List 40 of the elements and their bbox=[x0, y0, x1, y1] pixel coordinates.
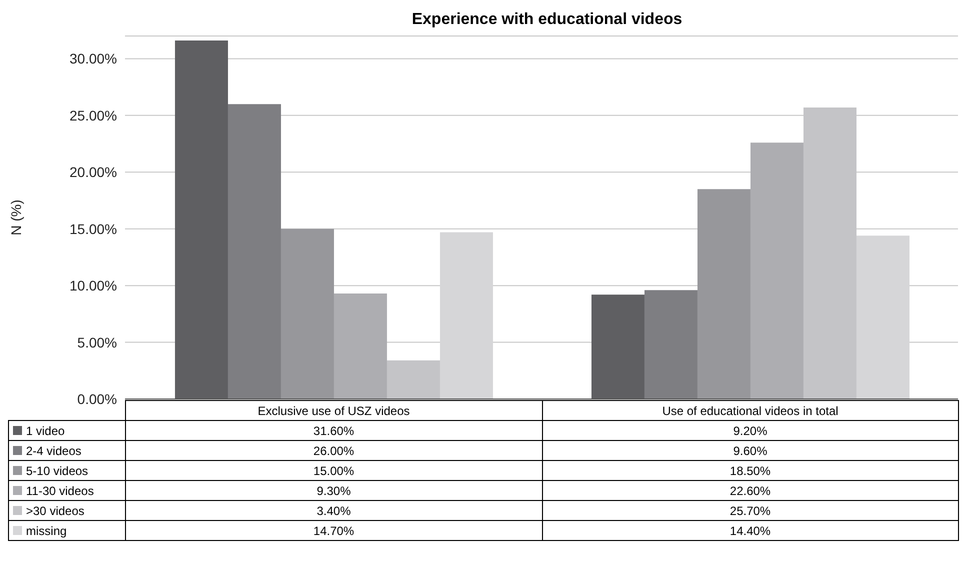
legend-label: 1 video bbox=[8, 420, 126, 440]
y-tick-label: 10.00% bbox=[70, 278, 117, 294]
data-label: 14.40% bbox=[542, 520, 958, 540]
bar bbox=[750, 142, 804, 399]
bar bbox=[280, 228, 334, 399]
data-label: 9.60% bbox=[542, 440, 958, 460]
data-label: 9.20% bbox=[542, 420, 958, 440]
bar bbox=[334, 294, 387, 399]
legend-label: missing bbox=[8, 520, 126, 540]
legend-label: 5-10 videos bbox=[8, 460, 126, 480]
legend-label: >30 videos bbox=[8, 500, 126, 520]
y-tick-label: 30.00% bbox=[70, 50, 117, 67]
x-tick-label: Exclusive use of USZ videos bbox=[126, 400, 542, 420]
data-label: 15.00% bbox=[126, 460, 542, 480]
data-label: 31.60% bbox=[126, 420, 542, 440]
y-tick-label: 25.00% bbox=[70, 107, 117, 124]
bar bbox=[856, 236, 910, 399]
y-tick-label: 20.00% bbox=[70, 164, 117, 180]
data-label: 18.50% bbox=[542, 460, 958, 480]
x-tick-label: Use of educational videos in total bbox=[542, 400, 958, 420]
bar bbox=[697, 189, 750, 399]
data-label: 9.30% bbox=[126, 480, 542, 500]
chart-title: Experience with educational videos bbox=[410, 10, 684, 30]
legend-label: 2-4 videos bbox=[8, 440, 126, 460]
data-label: 14.70% bbox=[126, 520, 542, 540]
bar bbox=[644, 290, 698, 399]
data-label: 3.40% bbox=[126, 500, 542, 520]
bar bbox=[591, 294, 644, 399]
data-label: 25.70% bbox=[542, 500, 958, 520]
y-tick-label: 15.00% bbox=[70, 220, 117, 237]
legend-label: 11-30 videos bbox=[8, 480, 126, 500]
y-tick-label: 5.00% bbox=[77, 334, 117, 350]
bar bbox=[440, 232, 493, 399]
data-label: 26.00% bbox=[126, 440, 542, 460]
y-tick-label: 0.00% bbox=[77, 390, 117, 407]
bar bbox=[386, 360, 440, 399]
data-label: 22.60% bbox=[542, 480, 958, 500]
bar bbox=[174, 40, 228, 399]
bar bbox=[228, 104, 281, 399]
y-axis-title: N (%) bbox=[8, 200, 24, 236]
